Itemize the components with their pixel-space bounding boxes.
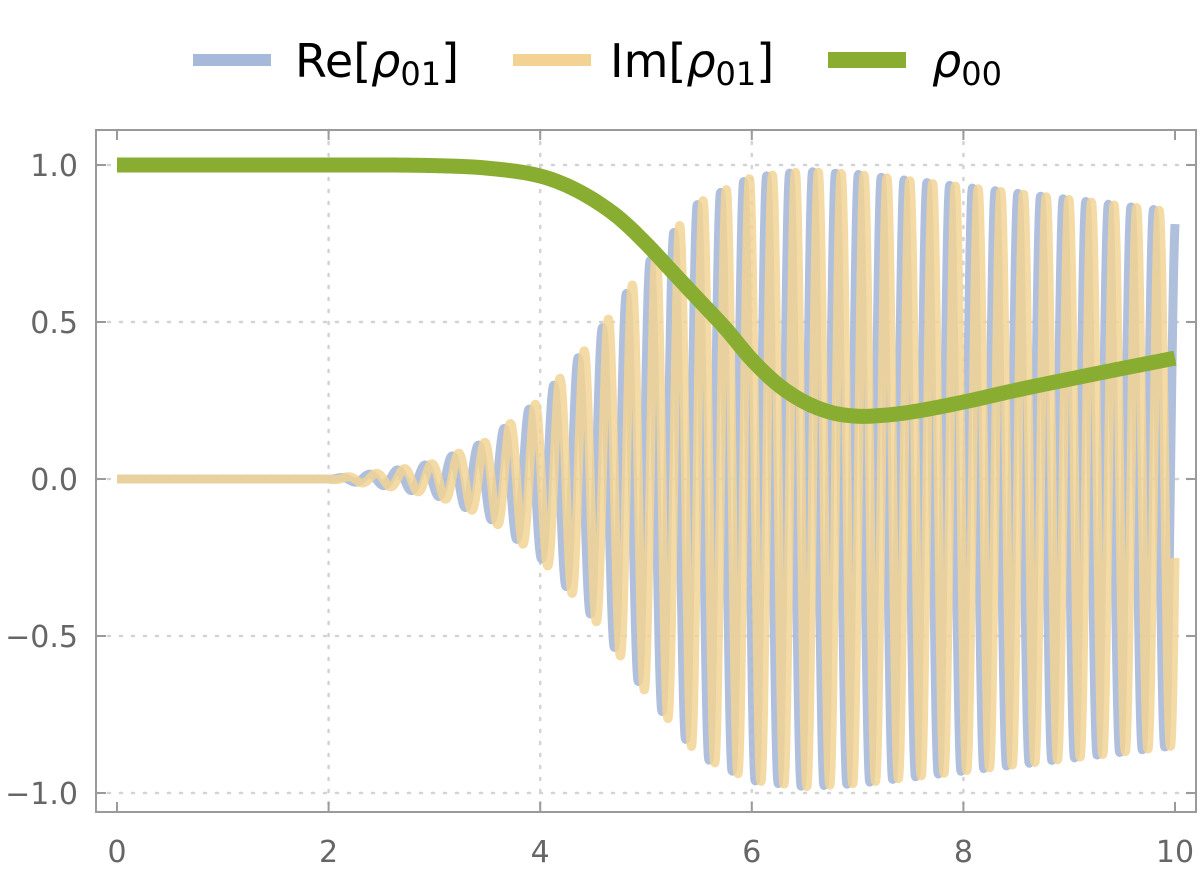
legend-label: Re[ρ01] [295,34,459,93]
legend-item-re-rho01: Re[ρ01] [193,34,459,93]
y-tick-label: 1.0 [30,149,78,184]
y-tick-label: −1.0 [5,777,78,812]
x-tick-label: 6 [742,835,761,870]
x-tick-label: 0 [107,835,126,870]
series-rho00 [111,157,1181,424]
legend-subscript: 01 [716,55,757,93]
legend-label: ρ00 [932,34,1002,93]
y-tick-label: 0.0 [30,463,78,498]
y-tick-label: 0.5 [30,306,78,341]
legend-subscript: 01 [400,55,441,93]
legend-prefix: Im[ [610,34,686,88]
legend-suffix: ] [756,34,774,88]
axes: 0 2 4 6 8 10 −1.0 −0.5 0.0 0.5 1.0 [5,130,1196,870]
legend-subscript: 00 [961,55,1002,93]
legend-symbol: ρ [932,34,961,88]
x-tick-label: 8 [954,835,973,870]
legend-prefix: Re[ [295,34,371,88]
legend-suffix: ] [441,34,459,88]
legend-item-im-rho01: Im[ρ01] [513,34,774,93]
legend-symbol: ρ [371,34,400,88]
series-im-rho01 [112,167,1180,792]
x-tick-label: 10 [1156,835,1194,870]
x-tick-label: 4 [531,835,550,870]
x-tick-label: 2 [319,835,338,870]
legend: Re[ρ01] Im[ρ01] ρ00 [193,34,1002,93]
y-tick-label: −0.5 [5,620,78,655]
series-layer [111,157,1181,792]
legend-label: Im[ρ01] [610,34,774,93]
plot-frame [95,129,1197,813]
legend-item-rho00: ρ00 [828,34,1002,93]
legend-symbol: ρ [686,34,715,88]
